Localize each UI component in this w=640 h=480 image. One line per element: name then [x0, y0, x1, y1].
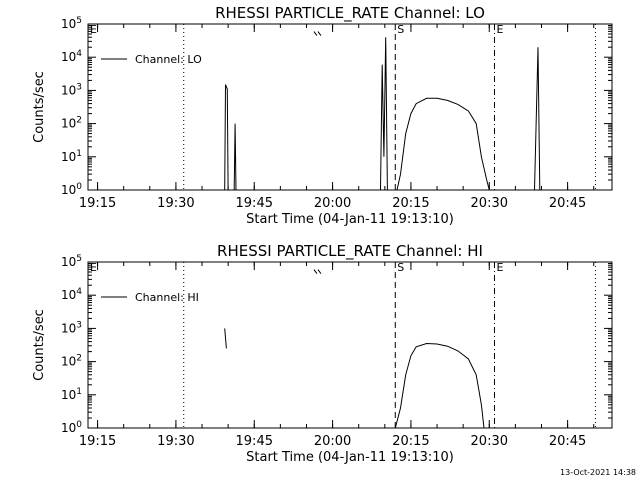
- x-tick-label: 20:45: [549, 434, 586, 449]
- x-tick-label: 20:00: [314, 434, 351, 449]
- chart-title: RHESSI PARTICLE_RATE Channel: LO: [215, 4, 485, 23]
- series-line-segment: [394, 342, 485, 429]
- y-tick-label: 102: [61, 116, 82, 131]
- event-marker-label: E: [90, 23, 97, 36]
- legend-label: Channel: LO: [135, 53, 202, 66]
- x-tick-label: 20:45: [549, 196, 586, 211]
- y-tick-label: 104: [61, 49, 82, 64]
- lo-channel-panel: RHESSI PARTICLE_RATE Channel: LO 19:15 19:…: [32, 4, 613, 227]
- y-tick-label: 101: [61, 149, 82, 164]
- series-line-segment: [224, 84, 229, 191]
- footer-timestamp: 13-Oct-2021 14:38: [560, 468, 636, 477]
- x-tick-label: 19:45: [236, 196, 273, 211]
- x-axis-label: Start Time (04-Jan-11 19:13:10): [246, 450, 454, 465]
- event-marker-label: E: [496, 23, 503, 36]
- y-tick-label: 101: [61, 387, 82, 402]
- x-tick-label: 20:15: [392, 196, 429, 211]
- x-tick-label: 19:15: [79, 434, 116, 449]
- y-tick-label: 102: [61, 354, 82, 369]
- plot-frame: [87, 261, 613, 429]
- series-line-segment: [396, 97, 490, 191]
- x-tick-label: 20:00: [314, 196, 351, 211]
- chart-title: RHESSI PARTICLE_RATE Channel: HI: [217, 242, 483, 261]
- event-marker-label: E: [496, 261, 503, 274]
- x-tick-label: 19:30: [157, 434, 194, 449]
- x-tick-label: 19:45: [236, 434, 273, 449]
- glitch-mark: [313, 31, 322, 36]
- series-line-segment: [233, 123, 237, 191]
- y-axis-label: Counts/sec: [32, 71, 47, 143]
- y-tick-label: 105: [61, 16, 82, 31]
- legend-label: Channel: HI: [135, 291, 199, 304]
- x-axis-label: Start Time (04-Jan-11 19:13:10): [246, 212, 454, 227]
- x-tick-label: 19:30: [157, 196, 194, 211]
- series-line-segment: [534, 47, 541, 191]
- y-tick-label: 104: [61, 287, 82, 302]
- y-tick-label: 100: [61, 182, 82, 197]
- series-line-segment: [380, 37, 388, 191]
- x-tick-label: 20:30: [471, 434, 508, 449]
- x-tick-label: 20:30: [471, 196, 508, 211]
- x-tick-label: 20:15: [392, 434, 429, 449]
- y-tick-label: 100: [61, 420, 82, 435]
- y-tick-label: 103: [61, 320, 82, 335]
- plot-frame: [87, 23, 613, 191]
- y-axis-label: Counts/sec: [32, 309, 47, 381]
- x-tick-label: 19:15: [79, 196, 116, 211]
- event-marker-label: S: [397, 23, 404, 36]
- series-line-segment: [224, 328, 227, 349]
- hi-channel-panel: RHESSI PARTICLE_RATE Channel: HI 19:15 19:…: [32, 242, 613, 465]
- y-tick-label: 105: [61, 254, 82, 269]
- y-tick-label: 103: [61, 82, 82, 97]
- glitch-mark: [313, 269, 322, 274]
- event-marker-label: E: [90, 261, 97, 274]
- event-marker-label: S: [397, 261, 404, 274]
